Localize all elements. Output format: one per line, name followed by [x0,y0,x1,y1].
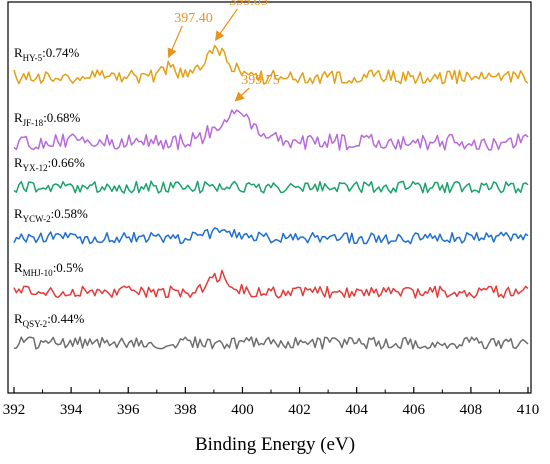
x-axis-title: Binding Energy (eV) [195,434,355,455]
x-tick-label: 396 [117,402,140,418]
series-line [13,180,529,194]
series-lines [13,44,529,350]
x-axis-ticks: 392 394 396 398 400 402 404 406 408 410 [3,387,540,418]
series-labels: RHY-5:0.74% RJF-18:0.68% RYX-12:0.66% RYCW-… [14,45,88,329]
peak-annotation-label: 399.75 [241,73,279,88]
series-label: RJF-18:0.68% [14,110,81,128]
x-tick-label: 398 [174,402,197,418]
series-label: RHY-5:0.74% [14,45,80,63]
peak-annotations: 397.40 399.05 399.75 [167,0,280,102]
annotation-arrow [214,8,238,41]
series-line [13,109,529,151]
x-tick-label: 394 [60,402,83,418]
series-line [13,44,529,85]
annotation-arrow [167,25,183,59]
series-line [13,336,529,350]
annotation-arrow [234,87,250,102]
series-line [13,227,529,245]
series-label: RMHJ-10:0.5% [14,260,84,278]
x-tick-label: 404 [345,402,368,418]
x-tick-label: 400 [231,402,254,418]
series-line [13,269,529,299]
x-tick-label: 408 [460,402,483,418]
x-tick-label: 402 [288,402,311,418]
series-label: RYX-12:0.66% [14,155,85,173]
series-label: RQSY-2:0.44% [14,311,85,329]
x-tick-label: 406 [403,402,426,418]
x-tick-label: 392 [3,402,26,418]
peak-annotation-label: 397.40 [174,11,213,26]
peak-annotation-label: 399.05 [229,0,267,9]
plot-frame [7,1,532,394]
series-label: RYCW-2:0.58% [14,206,88,224]
x-tick-label: 410 [517,402,540,418]
